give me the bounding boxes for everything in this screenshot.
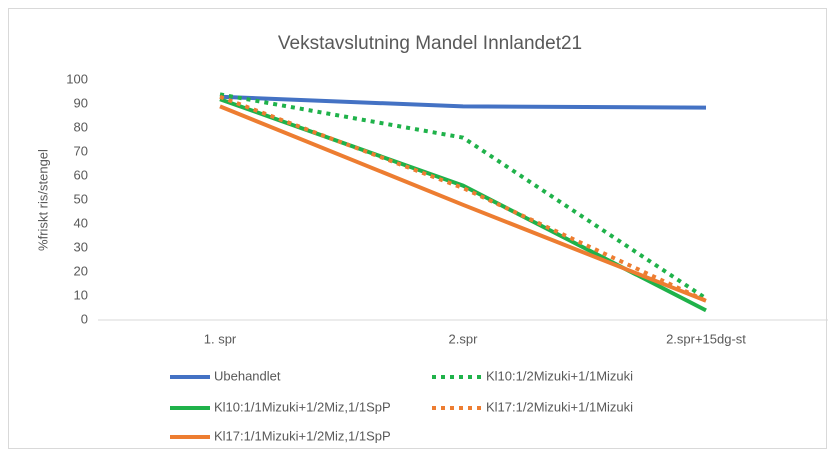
legend-label: Ubehandlet (214, 368, 281, 383)
y-tick-label: 0 (81, 311, 88, 326)
legend-label: Kl10:1/1Mizuki+1/2Miz,1/1SpP (214, 399, 391, 414)
legend-label: Kl10:1/2Mizuki+1/1Mizuki (486, 368, 633, 383)
y-tick-label: 30 (74, 239, 88, 254)
legend-label: Kl17:1/2Mizuki+1/1Mizuki (486, 399, 633, 414)
chart-frame (8, 8, 827, 449)
chart-title: Vekstavslutning Mandel Innlandet21 (278, 33, 582, 54)
x-tick-label: 2.spr (449, 331, 479, 346)
y-tick-label: 100 (66, 71, 88, 86)
legend-label: Kl17:1/1Mizuki+1/2Miz,1/1SpP (214, 428, 391, 443)
y-tick-label: 20 (74, 263, 88, 278)
y-tick-label: 70 (74, 143, 88, 158)
y-tick-label: 80 (74, 119, 88, 134)
x-tick-label: 2.spr+15dg-st (666, 331, 746, 346)
y-tick-label: 60 (74, 167, 88, 182)
series-line (219, 94, 707, 110)
y-tick-label: 90 (74, 95, 88, 110)
series-line (219, 92, 708, 301)
y-axis-title: %friskt ris/stengel (35, 149, 50, 251)
y-tick-label: 40 (74, 215, 88, 230)
y-tick-label: 10 (74, 287, 88, 302)
y-tick-label: 50 (74, 191, 88, 206)
series-line (219, 104, 707, 303)
x-tick-label: 1. spr (204, 331, 237, 346)
